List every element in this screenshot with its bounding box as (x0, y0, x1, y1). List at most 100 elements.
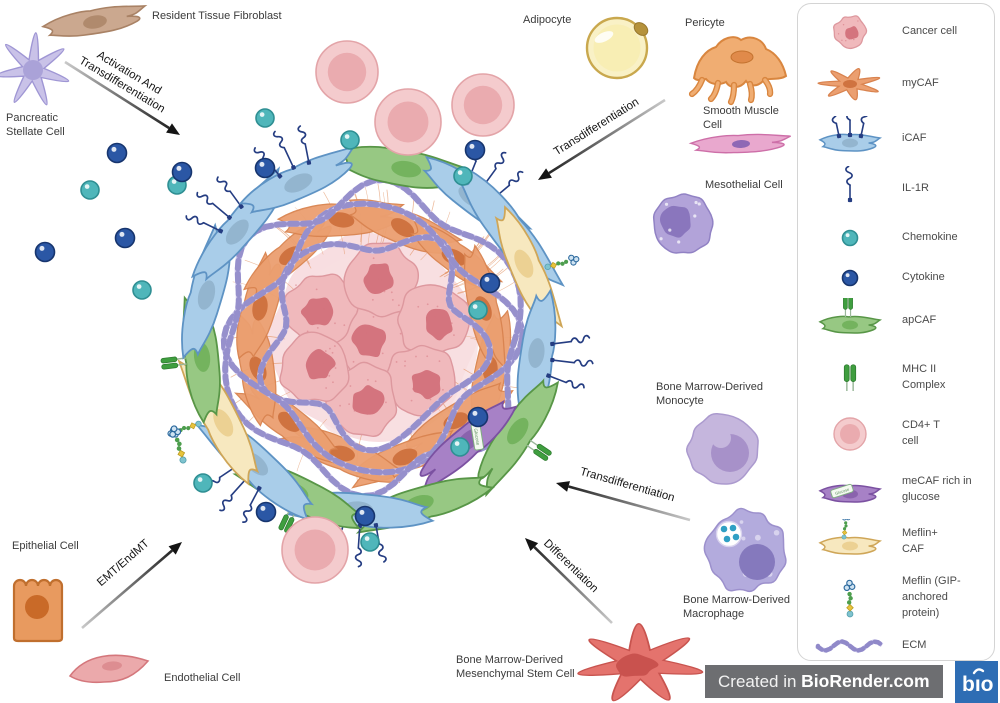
label-mesothelial-cell: Mesothelial Cell (705, 179, 783, 191)
ecm-icon (815, 639, 885, 653)
mycaf-legend-icon (798, 61, 902, 107)
legend-label: Meflin (GIP- anchored protein) (902, 575, 961, 619)
il1r-receptor-icon (846, 116, 853, 138)
legend-label: Meflin+ CAF (902, 527, 938, 555)
legend-item-il1r: IL-1R (798, 166, 994, 212)
chemokine-icon (450, 437, 470, 457)
cytokine-icon (106, 142, 128, 164)
legend-item-mhcii: MHC II Complex (798, 355, 994, 401)
resident-tissue-fibroblast-cell (41, 5, 148, 37)
cancer-cell (279, 331, 350, 402)
il1r-receptor-icon (550, 357, 594, 367)
label-endothelial-cell: Endothelial Cell (164, 672, 241, 684)
meflin-icon (843, 579, 856, 618)
legend-label: myCAF (902, 77, 939, 90)
il1r-receptor-icon (845, 166, 853, 203)
chemokine-icon (453, 166, 473, 186)
chemokine-icon (841, 229, 859, 247)
arrow (81, 542, 182, 629)
cytokine-icon (479, 272, 501, 294)
mhcii-complex-icon (526, 439, 552, 461)
cytokine-icon (254, 157, 276, 179)
cd4-t-cell (315, 40, 379, 104)
icaf-icon (818, 116, 883, 152)
legend-item-cd4-t-cell: CD4+ T cell (798, 411, 994, 457)
legend-label: Chemokine (902, 231, 958, 244)
legend-label: Cancer cell (902, 25, 958, 38)
meflin-legend-icon (798, 575, 902, 621)
cytokine-icon (354, 505, 376, 527)
il1r-receptor-icon (858, 116, 869, 139)
arrow (525, 538, 613, 624)
meflin-caf-legend-icon (798, 519, 902, 565)
ecm-legend-icon (798, 623, 902, 669)
legend-item-mycaf: myCAF (798, 61, 994, 107)
meflin-caf-icon (818, 519, 883, 555)
label-adipocyte: Adipocyte (523, 14, 572, 26)
cytokine-icon (464, 139, 486, 161)
cancer-cell-legend-icon (798, 9, 902, 55)
chemokine-icon (132, 280, 152, 300)
legend-label: Cytokine (902, 271, 945, 284)
chemokine-icon (468, 300, 488, 320)
legend-label: ECM (902, 639, 927, 652)
epithelial-cell (12, 578, 64, 643)
legend-label: CD4+ T cell (902, 419, 941, 447)
legend-item-cytokine: Cytokine (798, 255, 994, 301)
il1r-receptor-icon (550, 334, 591, 347)
mhcii-complex-icon (843, 298, 853, 317)
chemokine-icon (255, 108, 275, 128)
cd4-t-cell (451, 73, 515, 137)
cytokine-icon (34, 241, 56, 263)
icaf-legend-icon (798, 116, 902, 162)
il1r-receptor-icon (545, 373, 585, 389)
legend-item-meflin-caf: Meflin+ CAF (798, 519, 994, 565)
label-bm-msc: Bone Marrow-Derived Mesenchymal Stem Cel… (456, 654, 575, 681)
mhcii-icon (843, 364, 857, 391)
pericyte-cell (688, 36, 788, 106)
pancreatic-stellate-cell (0, 32, 70, 106)
label-resident-tissue-fibroblast: Resident Tissue Fibroblast (152, 10, 282, 22)
meflin-protein-icon (169, 425, 187, 464)
cytokine-icon (114, 227, 136, 249)
arrow (538, 98, 666, 180)
cd4-t-cell-icon (833, 417, 867, 451)
meflin-protein-icon (843, 579, 856, 618)
mecaf-legend-icon: Glucose (798, 467, 902, 513)
adipocyte-cell (585, 16, 649, 80)
legend-item-ecm: ECM (798, 623, 994, 669)
il1r-icon (845, 166, 853, 203)
bio-logo-icon: bıo (962, 668, 994, 696)
legend-panel: Cancer cell myCAF iCAF IL-1R Chemokine Cytoki… (797, 3, 995, 661)
cancer-cell-icon (833, 15, 868, 50)
bm-msc-cell (577, 623, 704, 702)
apcaf-icon (818, 298, 883, 334)
smooth-muscle-cell (688, 133, 791, 154)
biorender-badge[interactable]: Created in BioRender.com (705, 665, 943, 698)
il1r-receptor-icon (297, 125, 312, 165)
apcaf-legend-icon (798, 298, 902, 344)
chemokine-legend-icon (798, 215, 902, 261)
legend-label: IL-1R (902, 182, 929, 195)
endothelial-cell (68, 654, 150, 684)
svg-text:bıo: bıo (962, 673, 994, 696)
process-arrows (64, 60, 691, 629)
legend-item-chemokine: Chemokine (798, 215, 994, 261)
il1r-receptor-icon (242, 485, 262, 523)
chemokine-icon (80, 180, 100, 200)
bm-macrophage-cell (703, 507, 787, 593)
label-pancreatic-stellate-cell: Pancreatic Stellate Cell (6, 112, 65, 139)
il1r-receptor-icon (196, 191, 232, 221)
legend-item-icaf: iCAF (798, 116, 994, 162)
chemokine-icon (193, 473, 213, 493)
il1r-receptor-icon (272, 130, 296, 171)
cancer-cell (343, 242, 420, 318)
legend-label: apCAF (902, 314, 937, 327)
biorender-logo[interactable]: bıo (955, 661, 998, 703)
signaling-molecules (34, 108, 501, 552)
bm-monocyte-cell (685, 413, 759, 485)
label-pericyte: Pericyte (685, 17, 725, 29)
il1r-legend-icon (798, 166, 902, 212)
cytokine-icon (467, 406, 489, 428)
